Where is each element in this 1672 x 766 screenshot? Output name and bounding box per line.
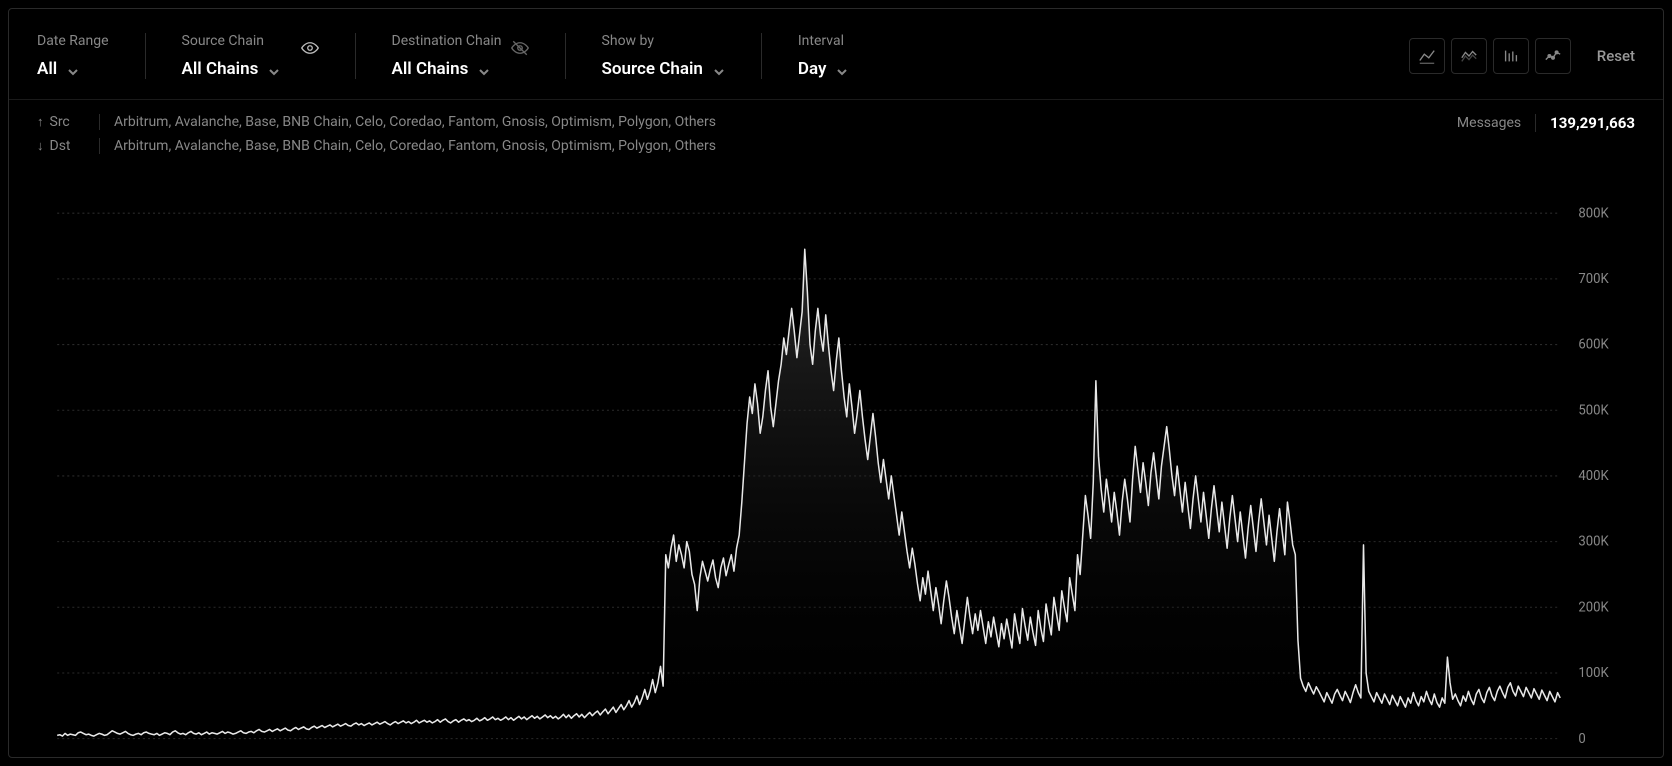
svg-text:700K: 700K	[1578, 272, 1609, 287]
svg-text:200K: 200K	[1578, 600, 1609, 615]
svg-text:400K: 400K	[1578, 469, 1609, 484]
filter-source-chain[interactable]: Source Chain All Chains	[145, 33, 355, 79]
svg-text:300K: 300K	[1578, 535, 1609, 550]
src-chains-list: Arbitrum, Avalanche, Base, BNB Chain, Ce…	[99, 114, 716, 130]
reset-button[interactable]: Reset	[1597, 47, 1635, 65]
filter-label: Destination Chain	[392, 33, 529, 49]
filter-interval[interactable]: Interval Day	[761, 33, 885, 79]
legend-src-row: ↑Src Arbitrum, Avalanche, Base, BNB Chai…	[37, 114, 716, 130]
chart-type-scatter-button[interactable]	[1535, 38, 1571, 74]
svg-text:500K: 500K	[1578, 403, 1609, 418]
filter-show-by[interactable]: Show by Source Chain	[565, 33, 761, 79]
eye-icon[interactable]	[301, 39, 319, 61]
filter-label: Interval	[798, 33, 849, 49]
chevron-down-icon	[478, 63, 490, 75]
svg-text:800K: 800K	[1578, 206, 1609, 221]
messages-label: Messages	[1457, 115, 1521, 131]
dst-chains-list: Arbitrum, Avalanche, Base, BNB Chain, Ce…	[99, 138, 716, 154]
filter-label: Show by	[602, 33, 725, 49]
filter-value[interactable]: All Chains	[392, 59, 529, 79]
arrow-up-icon: ↑	[37, 114, 44, 130]
eye-off-icon[interactable]	[511, 39, 529, 61]
messages-chart[interactable]: 0 100K 200K 300K 400K 500K 600K 700K 800K	[37, 170, 1651, 749]
chevron-down-icon	[836, 63, 848, 75]
messages-count: 139,291,663	[1535, 114, 1635, 132]
filter-date-range[interactable]: Date Range All	[37, 33, 145, 79]
chevron-down-icon	[67, 63, 79, 75]
filter-value[interactable]: Source Chain	[602, 59, 725, 79]
filter-value[interactable]: All	[37, 59, 109, 79]
svg-text:600K: 600K	[1578, 338, 1609, 353]
filter-dest-chain[interactable]: Destination Chain All Chains	[355, 33, 565, 79]
filter-value[interactable]: All Chains	[182, 59, 319, 79]
chart-type-bar-button[interactable]	[1493, 38, 1529, 74]
chart-type-line-button[interactable]	[1451, 38, 1487, 74]
chevron-down-icon	[713, 63, 725, 75]
chart-type-area-button[interactable]	[1409, 38, 1445, 74]
legend-bar: ↑Src Arbitrum, Avalanche, Base, BNB Chai…	[9, 100, 1663, 160]
filter-bar: Date Range All Source Chain All Chains D…	[9, 9, 1663, 100]
chevron-down-icon	[268, 63, 280, 75]
filter-label: Source Chain	[182, 33, 319, 49]
svg-text:0: 0	[1578, 732, 1585, 747]
legend-dst-row: ↓Dst Arbitrum, Avalanche, Base, BNB Chai…	[37, 138, 716, 154]
svg-text:100K: 100K	[1578, 666, 1609, 681]
chart-toolbar: Reset	[1409, 38, 1635, 74]
filter-value[interactable]: Day	[798, 59, 849, 79]
arrow-down-icon: ↓	[37, 138, 44, 154]
filter-label: Date Range	[37, 33, 109, 49]
